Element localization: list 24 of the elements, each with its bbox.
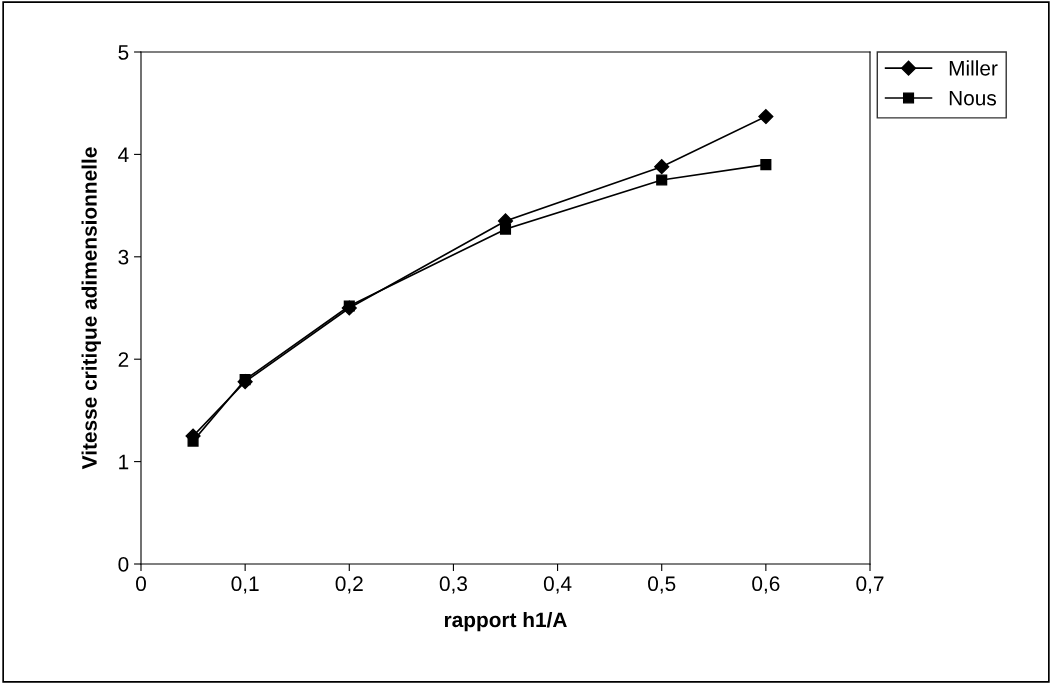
legend-label: Nous bbox=[949, 90, 997, 106]
y-axis-title: Vitesse critique adimensionnelle bbox=[81, 147, 101, 470]
y-tick-label: 1 bbox=[119, 454, 129, 470]
point bbox=[656, 174, 668, 186]
legend-label: Miller bbox=[949, 60, 998, 76]
x-tick-label: 0,2 bbox=[335, 576, 363, 594]
x-tick-label: 0,7 bbox=[856, 576, 884, 594]
x-tick-label: 0,6 bbox=[752, 576, 780, 594]
y-tick-label: 5 bbox=[118, 45, 129, 60]
y-tick-label: 0 bbox=[118, 557, 129, 572]
point bbox=[758, 108, 774, 125]
x-tick-label: 0,1 bbox=[231, 576, 259, 594]
y-tick-label: 2 bbox=[118, 352, 129, 367]
x-tick-label: 0 bbox=[136, 576, 146, 592]
point bbox=[654, 159, 670, 175]
x-tick-label: 0,3 bbox=[439, 576, 467, 594]
y-tick-label: 4 bbox=[118, 147, 129, 162]
x-tick-label: 0,5 bbox=[648, 576, 676, 594]
x-tick-label: 0,4 bbox=[543, 576, 572, 594]
point bbox=[343, 300, 355, 312]
point bbox=[760, 159, 772, 171]
y-tick-label: 3 bbox=[118, 249, 129, 265]
point bbox=[499, 223, 512, 235]
x-axis-title: rapport h1/A bbox=[444, 611, 567, 632]
